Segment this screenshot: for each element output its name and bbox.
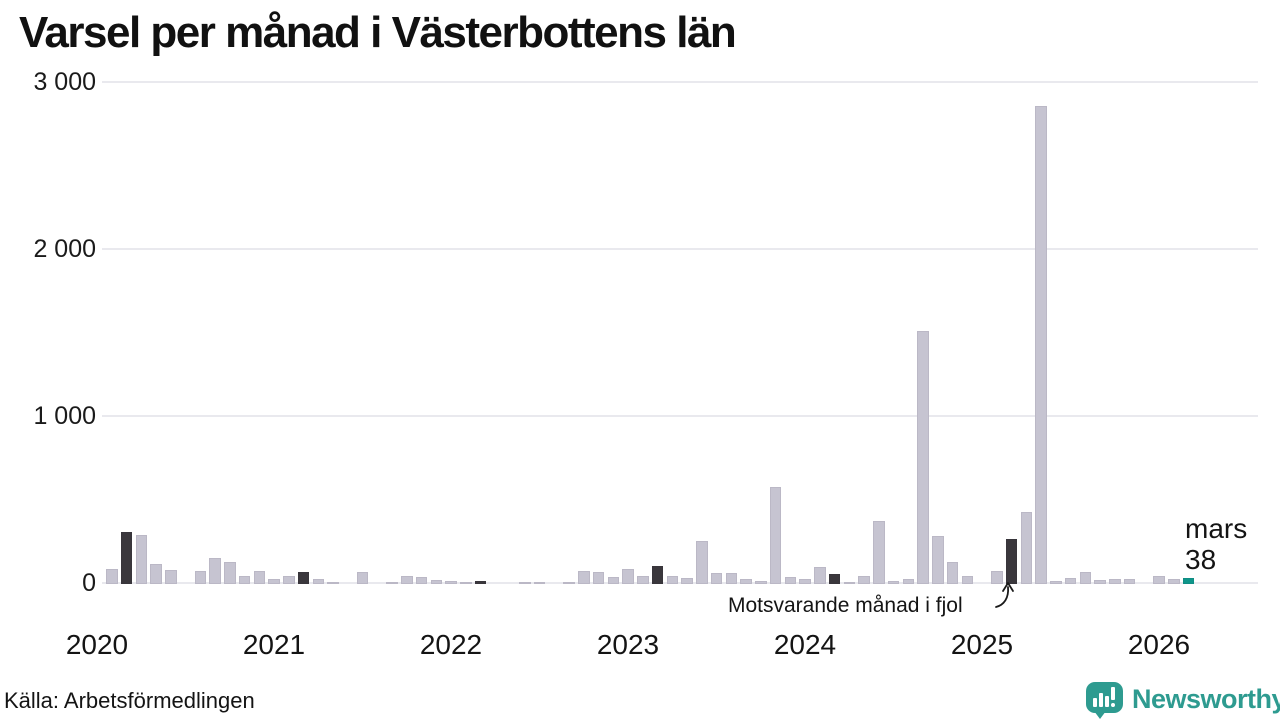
- bar: [1109, 579, 1121, 584]
- latest-month: mars: [1185, 513, 1248, 544]
- bar: [961, 575, 973, 584]
- bar: [666, 576, 678, 584]
- bar: [887, 581, 900, 584]
- bar: [533, 581, 546, 584]
- bar: [224, 562, 236, 584]
- bar-current-month: [1182, 577, 1195, 584]
- newsworthy-logo: Newsworthy: [1086, 681, 1280, 720]
- bar: [415, 577, 428, 584]
- bar: [1153, 576, 1165, 584]
- source-caption: Källa: Arbetsförmedlingen: [4, 688, 255, 713]
- latest-value-label: mars 38: [1185, 513, 1247, 575]
- bar: [1094, 579, 1106, 584]
- annotation-label: Motsvarande månad i fjol: [728, 594, 963, 617]
- bar: [843, 582, 855, 584]
- gridline: [102, 248, 1258, 250]
- x-axis-year-label: 2025: [950, 629, 1014, 660]
- bar: [519, 582, 531, 584]
- x-axis-year-label: 2023: [596, 629, 660, 660]
- bar: [725, 573, 737, 584]
- bar: [430, 579, 442, 584]
- bar: [946, 562, 959, 584]
- bar: [401, 575, 413, 584]
- bar: [1064, 578, 1077, 584]
- bar: [1123, 579, 1136, 584]
- bar: [607, 576, 619, 584]
- y-tick-label: 2 000: [33, 235, 96, 263]
- bar: [681, 578, 693, 584]
- bar: [1020, 512, 1032, 584]
- newsworthy-wordmark: Newsworthy: [1132, 684, 1280, 714]
- gridline: [102, 415, 1258, 417]
- latest-value: 38: [1185, 544, 1217, 575]
- gridline: [102, 582, 1258, 584]
- bar: [460, 581, 472, 584]
- x-axis-year-label: 2022: [419, 629, 483, 660]
- bar: [1050, 580, 1062, 584]
- bar-same-month-last-year: [297, 572, 310, 584]
- bar: [1168, 579, 1180, 584]
- bar: [622, 568, 634, 584]
- bar: [740, 579, 752, 584]
- bar: [150, 563, 162, 584]
- bar: [445, 580, 457, 584]
- bar: [769, 487, 782, 584]
- bar: [578, 571, 590, 584]
- bar: [902, 578, 914, 584]
- y-tick-label: 1 000: [33, 402, 96, 430]
- x-axis-year-label: 2020: [65, 629, 129, 660]
- bar: [165, 569, 177, 584]
- bar: [592, 572, 605, 584]
- x-axis-year-label: 2026: [1127, 629, 1191, 660]
- bar: [696, 541, 708, 584]
- bar: [755, 580, 767, 584]
- bar: [327, 582, 339, 584]
- bar: [858, 576, 870, 584]
- bar: [917, 330, 929, 584]
- y-tick-label: 3 000: [33, 68, 96, 96]
- speech-bubble-tail: [1094, 711, 1106, 719]
- bar: [312, 578, 324, 584]
- bar: [1079, 572, 1091, 584]
- newsworthy-speech-bubble-chart-icon: [1086, 682, 1123, 713]
- bar: [356, 572, 369, 584]
- bar: [563, 582, 575, 584]
- bar: [238, 576, 251, 584]
- bar: [710, 573, 723, 584]
- bar: [135, 534, 147, 584]
- bar-same-month-last-year: [651, 566, 664, 584]
- bar: [209, 558, 221, 584]
- gridline: [102, 81, 1258, 83]
- chart-title: Varsel per månad i Västerbottens län: [19, 8, 737, 57]
- y-tick-label: 0: [82, 569, 96, 597]
- bar-same-month-last-year: [828, 573, 841, 584]
- bar: [1035, 106, 1047, 584]
- bar-same-month-last-year: [1005, 538, 1018, 584]
- annotation-arrow-icon: [995, 582, 1014, 608]
- bar-same-month-last-year: [120, 532, 133, 584]
- bar: [283, 575, 295, 584]
- bar: [106, 568, 118, 584]
- x-axis-year-label: 2021: [242, 629, 306, 660]
- bar: [873, 521, 885, 584]
- bar: [799, 578, 811, 584]
- bar: [932, 536, 944, 584]
- bar: [637, 576, 649, 584]
- bar: [194, 570, 206, 584]
- bar: [814, 566, 826, 584]
- bar: [784, 576, 796, 584]
- bar-same-month-last-year: [474, 581, 487, 584]
- bar: [386, 581, 398, 584]
- bar: [253, 570, 265, 584]
- bar: [268, 578, 280, 584]
- x-axis-year-label: 2024: [773, 629, 837, 660]
- bar: [991, 571, 1003, 584]
